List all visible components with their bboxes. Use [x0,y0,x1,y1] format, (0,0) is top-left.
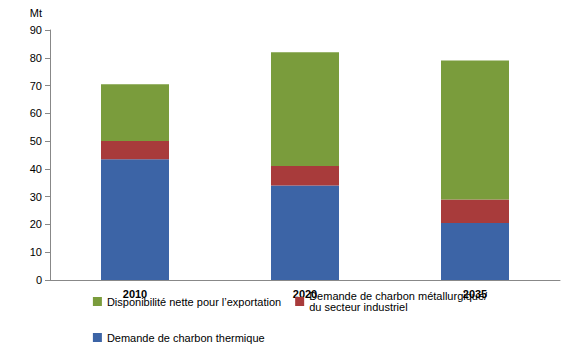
svg-text:90: 90 [30,24,42,36]
svg-text:10: 10 [30,246,42,258]
svg-text:50: 50 [30,135,42,147]
svg-text:Mt: Mt [30,7,42,19]
svg-text:70: 70 [30,80,42,92]
svg-text:2010: 2010 [122,287,148,300]
svg-text:Demande de charbon thermique: Demande de charbon thermique [107,332,265,344]
svg-text:Demande de charbon métallurgiq: Demande de charbon métallurgique/ [309,290,488,302]
svg-text:30: 30 [30,191,42,203]
svg-text:40: 40 [30,163,42,175]
svg-text:0: 0 [36,274,42,286]
svg-text:20: 20 [30,218,42,230]
svg-text:60: 60 [30,107,42,119]
svg-text:80: 80 [30,52,42,64]
svg-text:du secteur industriel: du secteur industriel [309,301,407,313]
svg-text:Disponibilité nette pour l’exp: Disponibilité nette pour l’exportation [107,296,281,308]
